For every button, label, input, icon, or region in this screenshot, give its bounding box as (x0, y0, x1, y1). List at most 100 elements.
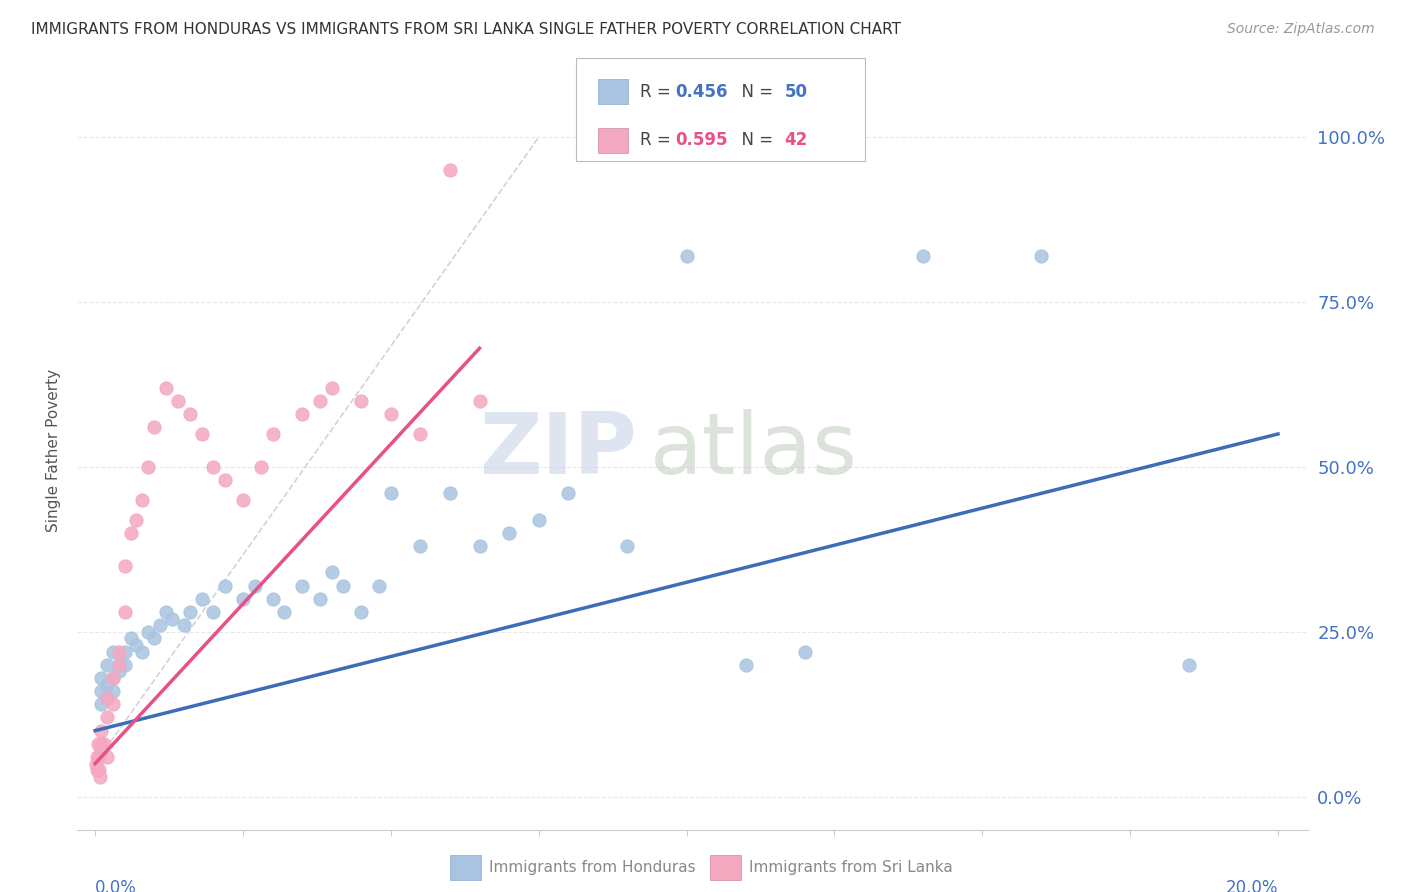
Point (202, 459, 225, 474)
Point (125, 638, 148, 652)
Point (101, 671, 124, 685)
Point (1178, 657, 1201, 672)
Point (557, 486, 579, 500)
Point (87, 763, 110, 777)
Point (912, 249, 935, 263)
Point (107, 657, 129, 672)
Point (321, 381, 343, 395)
Point (498, 525, 520, 540)
Point (114, 558, 136, 573)
Text: Source: ZipAtlas.com: Source: ZipAtlas.com (1227, 22, 1375, 37)
Point (143, 632, 166, 646)
Point (793, 644, 815, 658)
Text: 0.456: 0.456 (675, 83, 727, 101)
Point (527, 513, 550, 527)
Point (291, 579, 314, 593)
Point (114, 644, 136, 658)
Point (350, 605, 373, 619)
Point (90, 737, 112, 751)
Point (107, 644, 129, 658)
Point (155, 381, 177, 395)
Point (114, 657, 136, 672)
Point (96, 677, 118, 691)
Point (350, 394, 373, 409)
Point (87, 737, 110, 751)
Point (734, 657, 756, 672)
Point (214, 579, 236, 593)
Text: R =: R = (640, 131, 676, 149)
Point (468, 539, 491, 553)
Point (179, 407, 201, 421)
Text: 42: 42 (785, 131, 808, 149)
Point (249, 459, 271, 474)
Point (101, 671, 124, 685)
Point (291, 407, 314, 421)
Point (96, 690, 118, 705)
Point (86, 750, 108, 764)
Point (84, 756, 107, 771)
Point (90, 671, 112, 685)
Point (190, 591, 212, 606)
Point (409, 427, 432, 442)
Point (439, 163, 461, 178)
Point (131, 492, 153, 507)
Text: Immigrants from Honduras: Immigrants from Honduras (489, 860, 696, 874)
Text: IMMIGRANTS FROM HONDURAS VS IMMIGRANTS FROM SRI LANKA SINGLE FATHER POVERTY CORR: IMMIGRANTS FROM HONDURAS VS IMMIGRANTS F… (31, 22, 901, 37)
Point (89, 770, 111, 784)
Point (167, 394, 190, 409)
Point (214, 473, 236, 487)
Point (232, 591, 254, 606)
Point (155, 605, 177, 619)
Point (125, 513, 148, 527)
Point (1031, 249, 1053, 263)
Point (89, 750, 111, 764)
Point (262, 427, 284, 442)
Point (439, 486, 461, 500)
Point (321, 566, 343, 580)
Point (160, 611, 183, 625)
Point (262, 591, 284, 606)
Point (143, 420, 166, 434)
Point (380, 486, 402, 500)
Point (96, 657, 118, 672)
Text: N =: N = (731, 131, 779, 149)
Point (616, 539, 638, 553)
Point (101, 644, 124, 658)
Point (136, 624, 159, 639)
Point (101, 698, 124, 712)
Point (380, 407, 402, 421)
Text: 0.0%: 0.0% (96, 879, 136, 892)
Point (114, 605, 136, 619)
Point (308, 394, 330, 409)
Point (96, 710, 118, 724)
Point (93, 737, 115, 751)
Point (675, 249, 697, 263)
Point (107, 665, 129, 679)
Point (202, 605, 225, 619)
Point (190, 427, 212, 442)
Point (107, 657, 129, 672)
Point (409, 539, 432, 553)
Point (96, 750, 118, 764)
Point (86, 763, 108, 777)
Text: 0.595: 0.595 (675, 131, 727, 149)
Point (243, 579, 266, 593)
Point (332, 579, 354, 593)
Text: atlas: atlas (650, 409, 858, 492)
Point (308, 591, 330, 606)
Point (120, 525, 142, 540)
Point (273, 605, 295, 619)
Point (120, 632, 142, 646)
Point (131, 644, 153, 658)
Text: 50: 50 (785, 83, 807, 101)
Point (173, 618, 195, 632)
Point (96, 690, 118, 705)
Point (101, 684, 124, 698)
Point (136, 459, 159, 474)
Text: 20.0%: 20.0% (1226, 879, 1278, 892)
Point (468, 394, 491, 409)
Point (368, 579, 391, 593)
Text: R =: R = (640, 83, 676, 101)
Point (90, 684, 112, 698)
Point (90, 698, 112, 712)
